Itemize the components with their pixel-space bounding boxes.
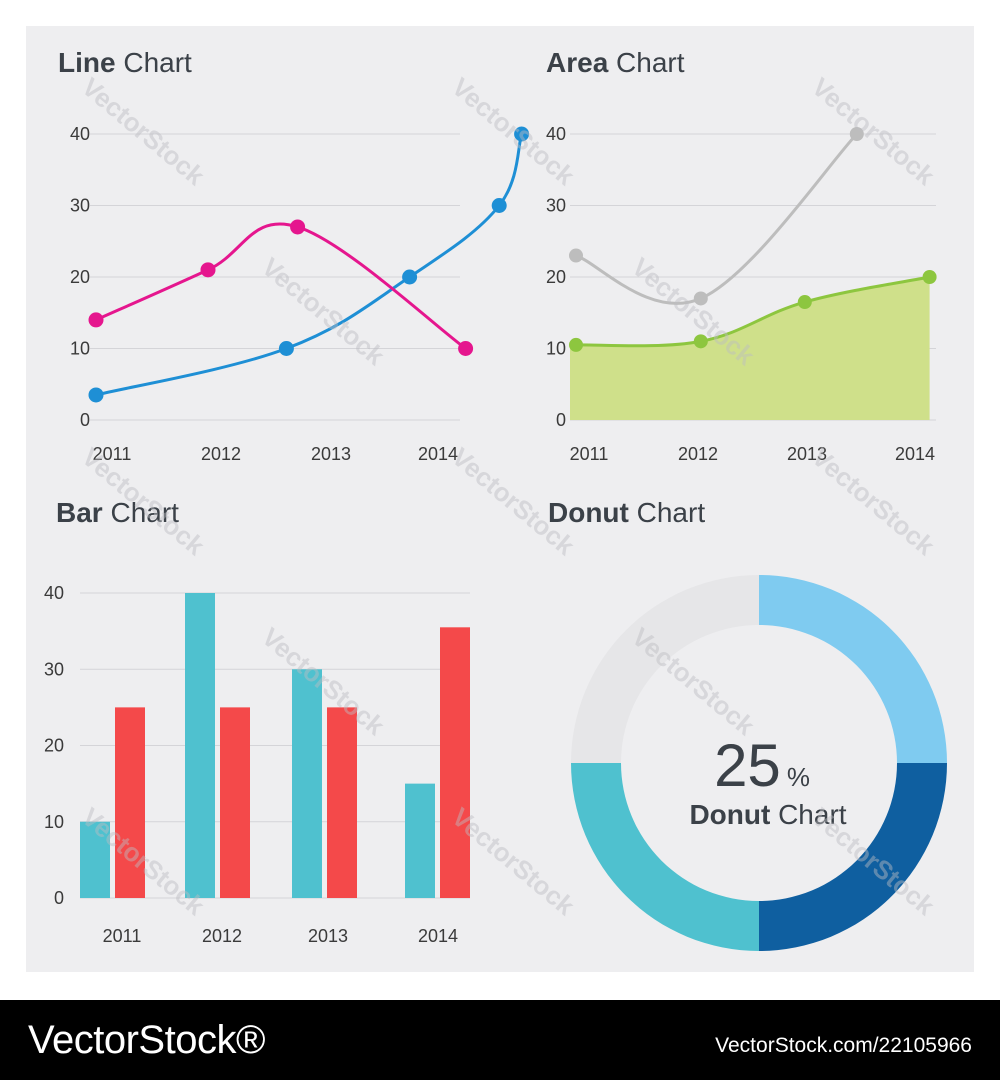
image-id: VectorStock.com/22105966 bbox=[715, 1034, 972, 1057]
x-tick-label-2013: 2013 bbox=[787, 444, 827, 464]
area-fill-green bbox=[570, 277, 930, 420]
x-tick-label-2012: 2012 bbox=[201, 444, 241, 464]
point-green-2 bbox=[797, 295, 812, 310]
series-line-green bbox=[575, 275, 930, 348]
x-tick-label-2012: 2012 bbox=[678, 444, 718, 464]
y-tick-label-20: 20 bbox=[70, 267, 90, 287]
bar-teal-2014 bbox=[405, 783, 435, 898]
y-tick-label-0: 0 bbox=[54, 888, 64, 908]
x-tick-label-2013: 2013 bbox=[311, 444, 351, 464]
donut-chart-title: Donut Chart bbox=[548, 497, 705, 528]
y-tick-label-30: 30 bbox=[546, 196, 566, 216]
x-tick-label-2011: 2011 bbox=[93, 444, 132, 464]
point-green-3 bbox=[922, 270, 937, 284]
bar-chart-title: Bar Chart bbox=[56, 497, 179, 528]
watermark-text: VectorStock bbox=[806, 72, 941, 192]
point-blue-0 bbox=[88, 387, 104, 403]
bar-chart: Bar Chart 0 10 20 30 40 2011 2012 2013 2014 bbox=[44, 497, 470, 946]
x-tick-label-2014: 2014 bbox=[418, 444, 458, 464]
y-tick-label-40: 40 bbox=[70, 124, 90, 144]
watermark-text: VectorStock bbox=[76, 72, 211, 192]
bar-teal-2011 bbox=[80, 821, 110, 898]
point-green-0 bbox=[569, 337, 583, 352]
area-chart: Area Chart 0 10 20 30 40 2011 2012 2013 2014 bbox=[546, 47, 937, 464]
x-tick-label-2011: 2011 bbox=[570, 444, 609, 464]
point-gray-1 bbox=[693, 291, 708, 306]
watermark-text: VectorStock bbox=[256, 622, 391, 742]
series-line-blue bbox=[95, 133, 524, 397]
bar-teal-2012 bbox=[185, 593, 215, 898]
point-blue-3 bbox=[491, 198, 507, 213]
series-line-pink bbox=[95, 222, 467, 350]
donut-slice-light-blue bbox=[759, 575, 947, 763]
line-chart-title: Line Chart bbox=[58, 47, 192, 78]
point-blue-1 bbox=[278, 341, 294, 356]
bar-red-2012 bbox=[220, 707, 250, 898]
point-pink-0 bbox=[88, 312, 104, 328]
point-gray-0 bbox=[569, 248, 583, 263]
point-pink-1 bbox=[200, 262, 216, 278]
y-tick-label-0: 0 bbox=[556, 410, 566, 430]
x-tick-label-2012: 2012 bbox=[202, 926, 242, 946]
y-tick-label-20: 20 bbox=[44, 736, 64, 756]
footer-bar: VectorStock® VectorStock.com/22105966 bbox=[0, 1000, 1000, 1080]
vectorstock-logo: VectorStock® bbox=[28, 1018, 265, 1062]
donut-slice-teal bbox=[571, 763, 759, 951]
bar-red-2014 bbox=[440, 627, 470, 898]
y-tick-label-10: 10 bbox=[70, 339, 90, 359]
series-line-gray bbox=[575, 132, 858, 305]
y-tick-label-30: 30 bbox=[70, 196, 90, 216]
bar-teal-2013 bbox=[292, 669, 322, 898]
y-tick-label-0: 0 bbox=[80, 410, 90, 430]
area-chart-title: Area Chart bbox=[546, 47, 685, 78]
point-green-1 bbox=[693, 334, 708, 349]
donut-center-label: Donut Chart bbox=[689, 799, 846, 830]
bar-red-2013 bbox=[327, 707, 357, 898]
y-tick-label-10: 10 bbox=[44, 812, 64, 832]
point-pink-2 bbox=[290, 219, 306, 235]
charts-canvas: Line Chart 0 10 20 30 40 2011 2012 2013 2014 Are… bbox=[44, 47, 947, 951]
x-tick-label-2013: 2013 bbox=[308, 926, 348, 946]
donut-chart: Donut Chart 25% Donut Chart bbox=[548, 497, 947, 951]
bar-red-2011 bbox=[115, 707, 145, 898]
y-tick-label-20: 20 bbox=[546, 267, 566, 287]
point-blue-2 bbox=[402, 269, 418, 285]
x-tick-label-2011: 2011 bbox=[103, 926, 142, 946]
point-gray-2 bbox=[849, 127, 864, 141]
y-tick-label-40: 40 bbox=[44, 583, 64, 603]
line-chart: Line Chart 0 10 20 30 40 2011 2012 2013 2014 bbox=[58, 47, 530, 464]
x-tick-label-2014: 2014 bbox=[895, 444, 935, 464]
point-pink-3 bbox=[458, 341, 474, 356]
donut-center-value: 25% bbox=[714, 732, 810, 799]
donut-slice-gray bbox=[571, 575, 759, 763]
y-tick-label-10: 10 bbox=[546, 339, 566, 359]
x-tick-label-2014: 2014 bbox=[418, 926, 458, 946]
point-blue-4 bbox=[514, 126, 530, 142]
y-tick-label-40: 40 bbox=[546, 124, 566, 144]
y-tick-label-30: 30 bbox=[44, 659, 64, 679]
donut-slice-dark-blue bbox=[759, 763, 947, 951]
